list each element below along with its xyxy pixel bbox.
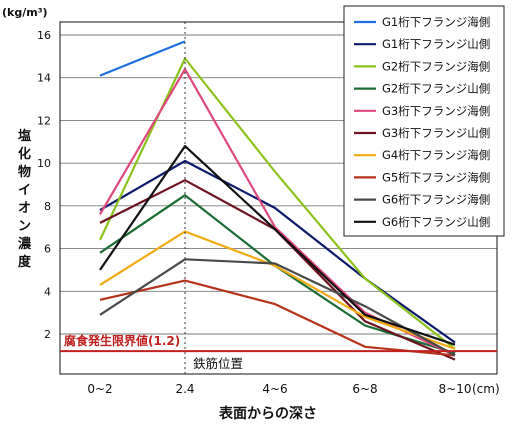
series-line [99, 258, 456, 357]
legend-label: G3桁下フランジ海側 [382, 104, 490, 118]
y-unit-label: (kg/m³) [2, 6, 48, 19]
x-unit-label: (cm) [472, 382, 500, 396]
legend-label: G1桁下フランジ山側 [382, 37, 490, 51]
legend-label: G6桁下フランジ山側 [382, 215, 490, 229]
series-lines [99, 40, 456, 361]
y-tick-label: 12 [37, 114, 51, 127]
x-tick-label: 8~10 [439, 382, 472, 396]
threshold-label: 腐食発生限界値(1.2) [64, 333, 180, 348]
series-line [99, 230, 456, 350]
y-tick-label: 16 [37, 29, 51, 42]
legend-label: G4桁下フランジ海側 [382, 148, 490, 162]
series-line [99, 159, 456, 344]
y-tick-label: 8 [44, 200, 51, 213]
y-tick-label: 6 [44, 243, 51, 256]
x-tick-label: 6~8 [352, 382, 377, 396]
legend: G1桁下フランジ海側 G1桁下フランジ山側 G2桁下フランジ海側 G2桁下フランジ山側… [343, 5, 505, 237]
y-tick-label: 14 [37, 72, 51, 85]
legend-label: G2桁下フランジ山側 [382, 82, 490, 96]
x-axis-label: 表面からの深さ [218, 405, 317, 422]
x-tick-label: 0~2 [87, 382, 112, 396]
series-line [99, 40, 186, 77]
y-axis-label: 塩化物イオン濃度 [18, 128, 32, 270]
x-tick-label: 4~6 [262, 382, 287, 396]
series-line [99, 279, 456, 357]
y-tick-label: 10 [37, 157, 51, 170]
legend-label: G3桁下フランジ山側 [382, 126, 490, 140]
y-tick-label: 4 [44, 285, 51, 298]
legend-label: G6桁下フランジ海側 [382, 193, 490, 207]
y-tick-label: 2 [44, 328, 51, 341]
legend-label: G5桁下フランジ海側 [382, 170, 490, 184]
legend-label: G1桁下フランジ海側 [382, 15, 490, 29]
legend-label: G2桁下フランジ海側 [382, 59, 490, 73]
x-tick-label: 2.4 [175, 382, 194, 396]
annotations: 腐食発生限界値(1.2) 鉄筋位置 [60, 22, 497, 374]
rebar-position-label: 鉄筋位置 [193, 356, 243, 371]
series-line [99, 145, 456, 346]
axes: 2 4 6 8 10 12 14 16 (kg/m³) 塩化物イオン濃度 0~2 2.4 4~6 6~8 8… [2, 6, 500, 422]
